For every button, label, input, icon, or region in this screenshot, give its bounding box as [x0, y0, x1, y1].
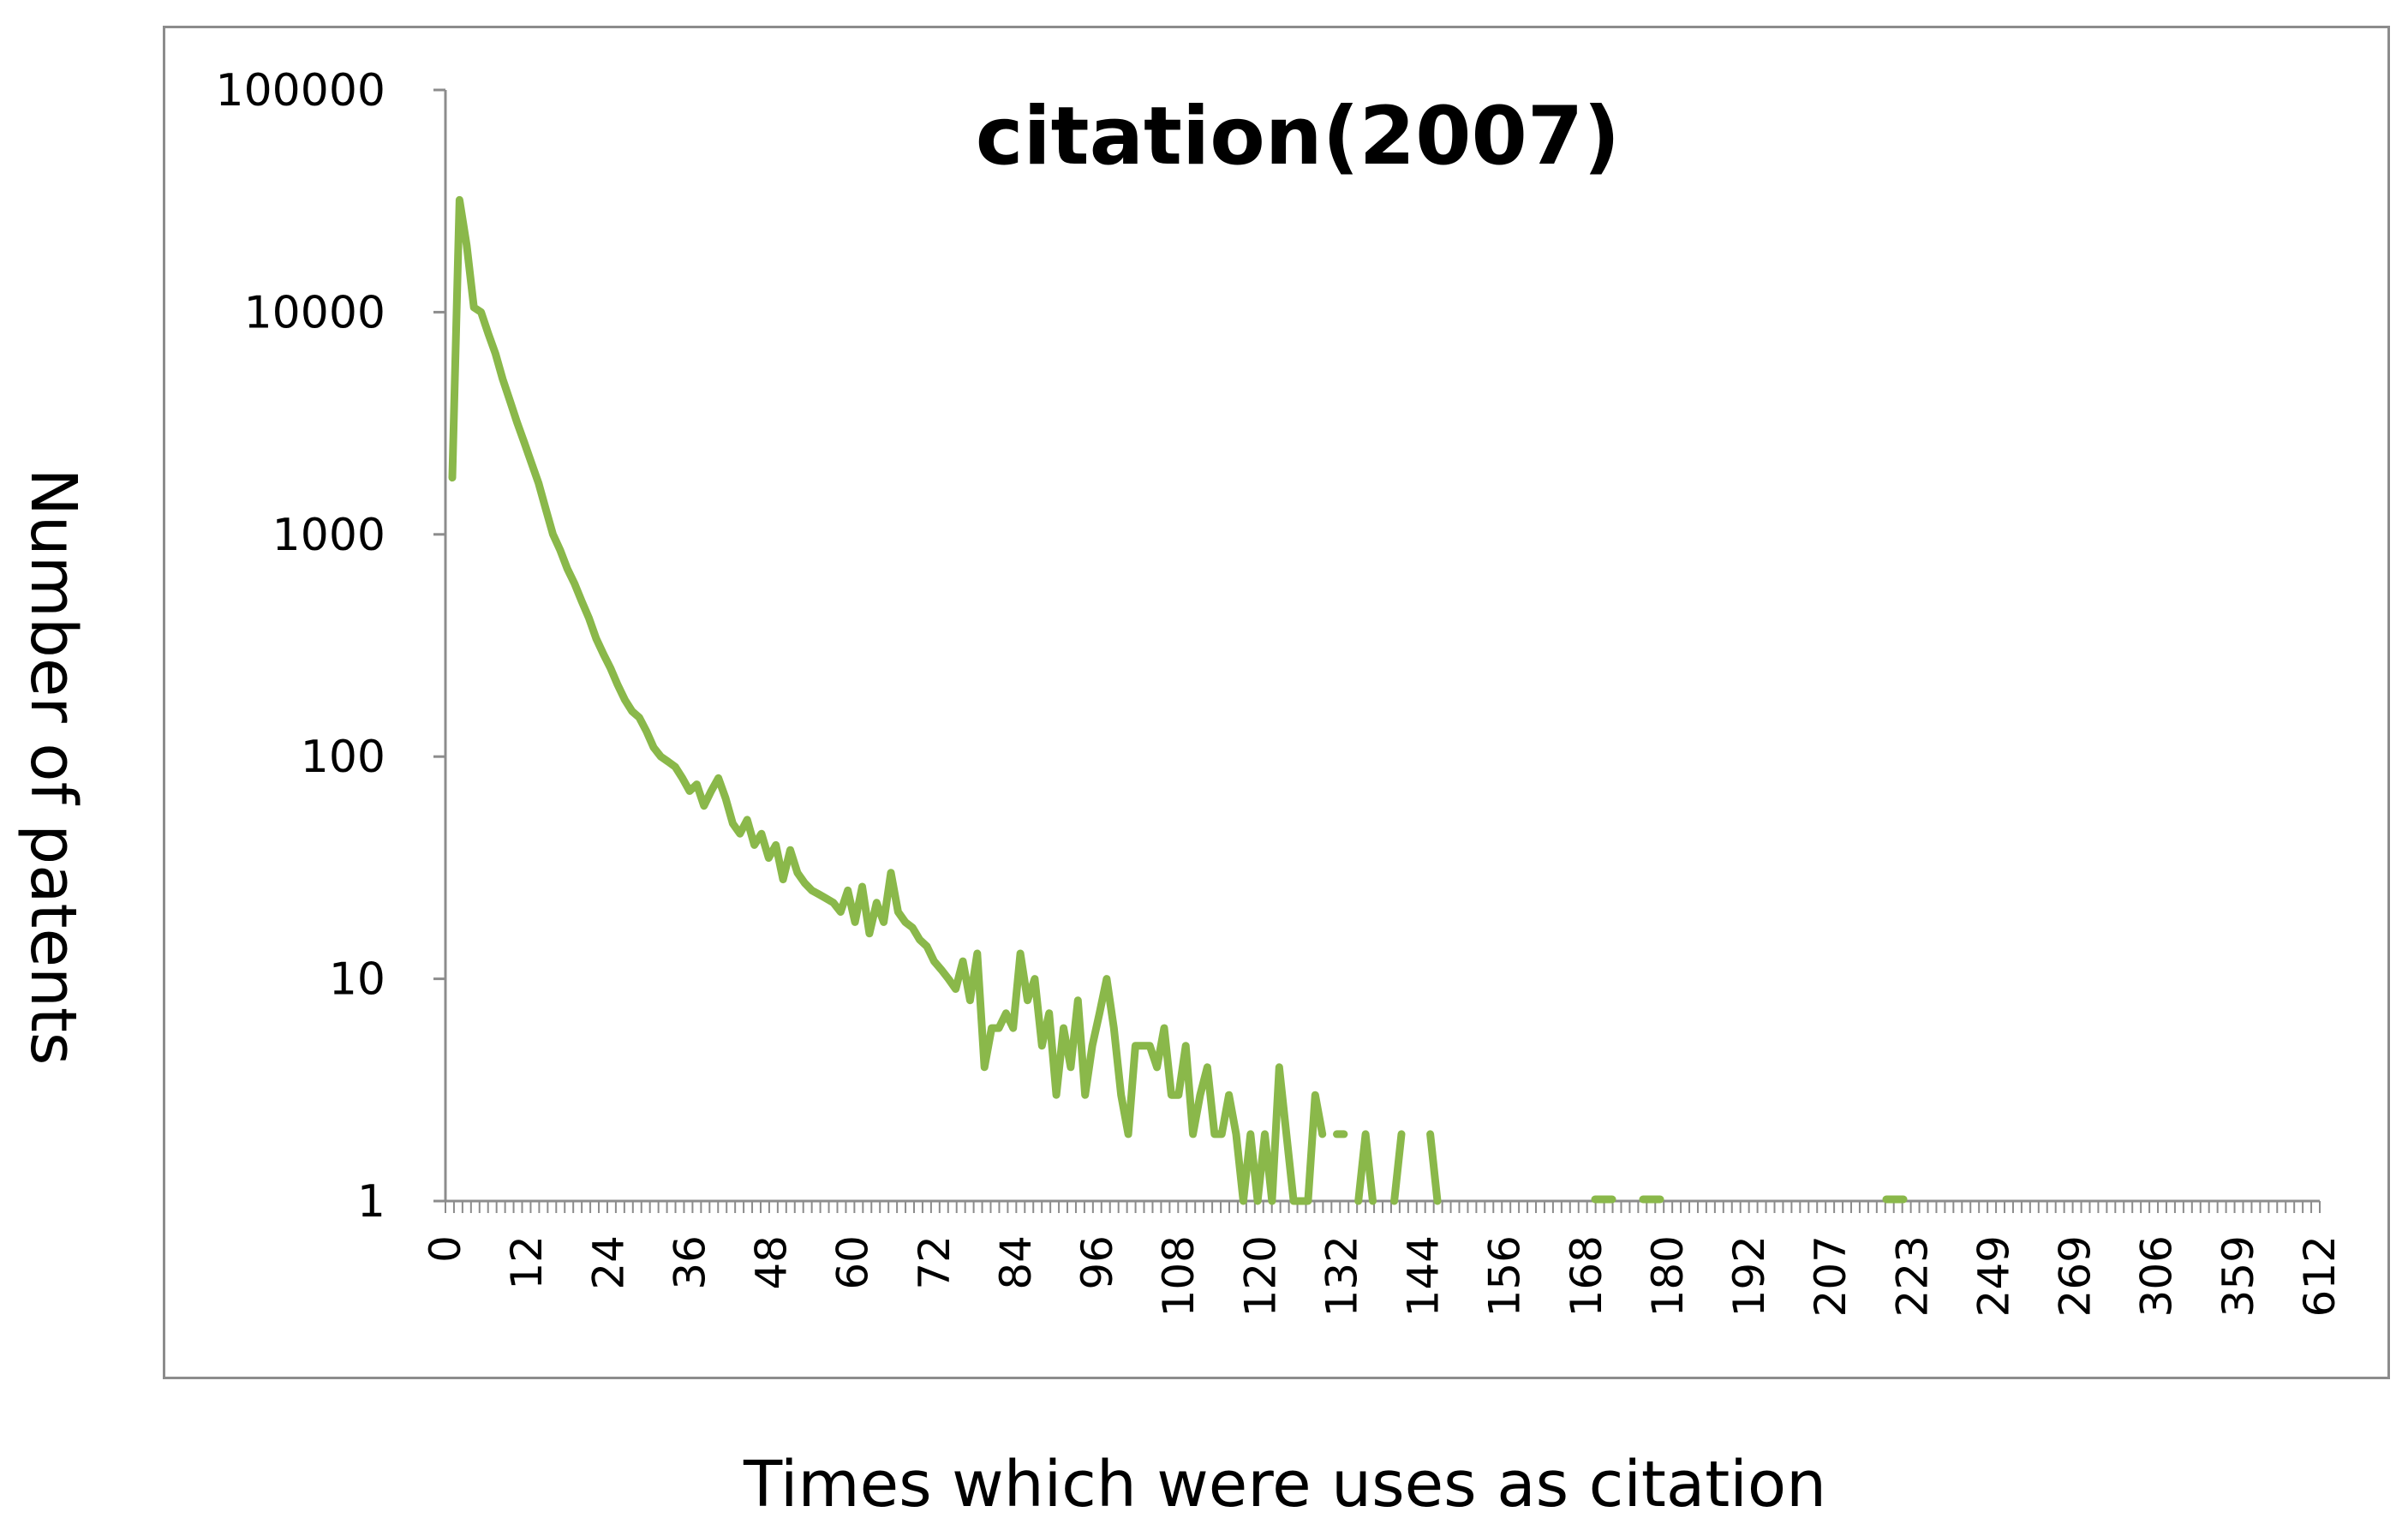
- y-axis-label: Number of patents: [16, 468, 90, 1066]
- y-tick-label: 10000: [244, 287, 385, 338]
- y-tick-label: 10: [329, 954, 385, 1006]
- y-tick-label: 100: [301, 732, 385, 783]
- x-tick-label: 120: [1235, 1235, 1285, 1317]
- series-line: [448, 195, 1327, 1205]
- x-axis-label: Times which were uses as citation: [744, 1448, 1826, 1521]
- x-tick-label: 306: [2132, 1235, 2182, 1317]
- x-tick-label: 359: [2214, 1235, 2263, 1317]
- x-tick-label: 24: [583, 1235, 633, 1290]
- x-tick-label: 84: [991, 1235, 1041, 1290]
- x-tick-label: 144: [1399, 1235, 1449, 1317]
- x-tick-label: 192: [1724, 1235, 1774, 1317]
- x-tick-label: 72: [910, 1235, 959, 1290]
- series-line: [1390, 1130, 1406, 1205]
- x-tick-label: 223: [1887, 1235, 1937, 1317]
- x-tick-label: 96: [1073, 1235, 1122, 1290]
- x-tick-label: 0: [421, 1235, 470, 1263]
- series-line: [1354, 1130, 1377, 1205]
- x-axis: 0 12 24 36 48 60 72 84 96 108 120 132 144 156 168 180 19…: [421, 1199, 2345, 1317]
- x-tick-label: 36: [665, 1235, 714, 1290]
- series-layer: [448, 195, 1908, 1205]
- x-tick-label: 108: [1154, 1235, 1204, 1317]
- x-tick-label: 60: [828, 1235, 878, 1290]
- x-tick-label: 168: [1562, 1235, 1611, 1317]
- y-axis: 1 10 100 1000 10000 100000: [215, 65, 447, 1228]
- x-tick-label: 48: [747, 1235, 797, 1290]
- y-tick-label: 1: [357, 1176, 385, 1228]
- x-tick-label: 249: [1969, 1235, 2018, 1317]
- chart-title: citation(2007): [975, 90, 1621, 183]
- x-tick-label: 180: [1643, 1235, 1693, 1317]
- x-tick-label: 156: [1480, 1235, 1530, 1317]
- series-line: [1426, 1130, 1442, 1205]
- y-tick-label: 1000: [272, 510, 385, 561]
- x-tick-label: 269: [2051, 1235, 2100, 1317]
- y-tick-label: 100000: [215, 65, 385, 117]
- x-tick-label: 12: [502, 1235, 552, 1290]
- x-tick-label: 132: [1317, 1235, 1366, 1317]
- x-tick-label: 207: [1806, 1235, 1855, 1317]
- x-tick-label: 612: [2295, 1235, 2345, 1317]
